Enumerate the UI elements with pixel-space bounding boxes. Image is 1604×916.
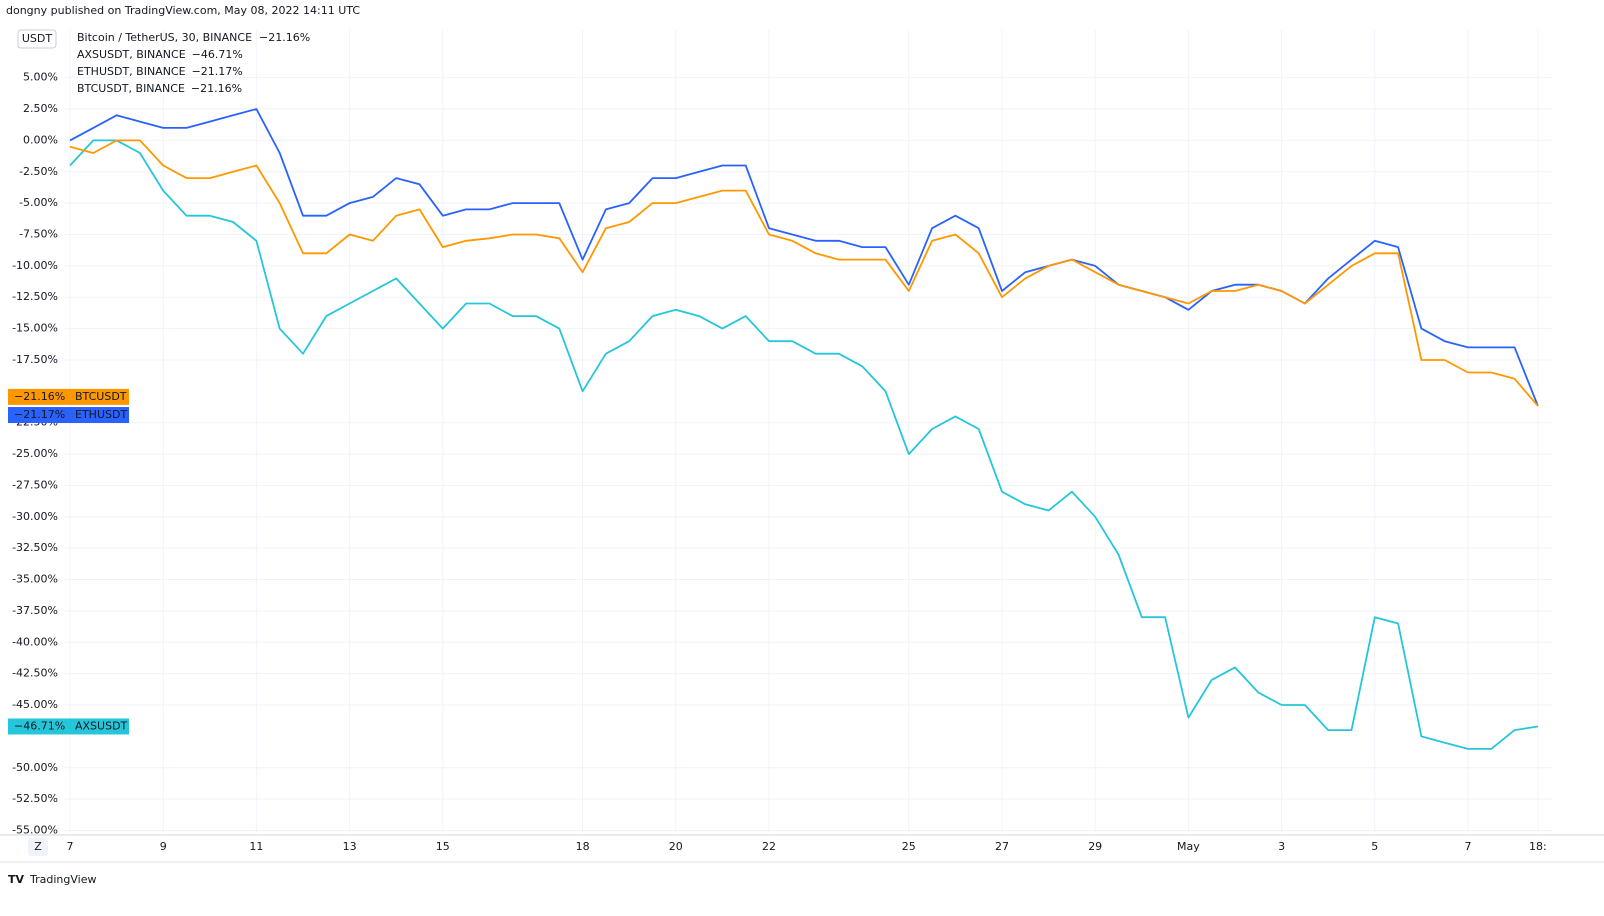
y-tick-label: -42.50% — [12, 667, 58, 680]
y-tick-label: 0.00% — [23, 133, 58, 146]
legend-value: −46.71% — [192, 48, 243, 61]
badges: −46.71% AXSUSDT −21.17% ETHUSDT −21.16% BTCUS… — [8, 388, 129, 735]
grid: 5.00% 2.50% 0.00% -2.50% -5.00% -7.50% -10.00%… — [12, 30, 1553, 853]
y-tick-label: -37.50% — [12, 604, 58, 617]
legend: Bitcoin / TetherUS, 30, BINANCE −21.16% AX… — [77, 31, 310, 95]
zoom-label[interactable]: Z — [34, 840, 42, 853]
currency-box[interactable] — [17, 29, 57, 49]
y-tick-label: -17.50% — [12, 353, 58, 366]
x-tick-label: 3 — [1278, 840, 1285, 853]
y-tick-label: 2.50% — [23, 102, 58, 115]
x-tick-label: 7 — [1465, 840, 1472, 853]
brand-logo: TV — [8, 873, 25, 886]
lines — [69, 108, 1539, 750]
legend-symbol: Bitcoin / TetherUS, 30, BINANCE — [77, 31, 252, 44]
y-tick-label: -27.50% — [12, 478, 58, 491]
x-tick-label: 29 — [1088, 840, 1102, 853]
brand: TradingView — [29, 873, 96, 886]
y-tick-label: -12.50% — [12, 290, 58, 303]
y-tick-label: -2.50% — [19, 165, 58, 178]
y-tick-label: -35.00% — [12, 573, 58, 586]
y-tick-label: -40.00% — [12, 635, 58, 648]
value-badge-value: −21.17% — [14, 408, 65, 421]
legend-symbol-value: −21.16% — [259, 31, 310, 44]
x-tick-label: 13 — [343, 840, 357, 853]
legend-entry: AXSUSDT, BINANCE — [77, 48, 186, 61]
x-tick-label: 5 — [1371, 840, 1378, 853]
y-tick-label: -55.00% — [12, 823, 58, 836]
y-tick-label: -52.50% — [12, 792, 58, 805]
value-badge — [8, 407, 129, 424]
y-tick-label: -32.50% — [12, 541, 58, 554]
zoom-button[interactable] — [28, 838, 48, 856]
x-tick-label: 27 — [995, 840, 1009, 853]
y-tick-label: -7.50% — [19, 228, 58, 241]
y-tick-label: 5.00% — [23, 71, 58, 84]
series-line — [69, 139, 1539, 750]
legend-value: −21.16% — [191, 82, 242, 95]
legend-value: −21.17% — [192, 65, 243, 78]
legend-entry: ETHUSDT, BINANCE — [77, 65, 186, 78]
value-badge — [8, 388, 129, 405]
legend-entry: BTCUSDT, BINANCE — [77, 82, 185, 95]
x-tick-label: 18 — [576, 840, 590, 853]
x-tick-label: 18: — [1529, 840, 1547, 853]
value-badge-name: BTCUSDT — [75, 390, 127, 403]
x-tick-label: 20 — [669, 840, 683, 853]
value-badge — [8, 718, 129, 735]
value-badge-value: −21.16% — [14, 390, 65, 403]
value-badge-name: AXSUSDT — [75, 719, 128, 732]
y-tick-label: -15.00% — [12, 322, 58, 335]
x-tick-label: 11 — [249, 840, 263, 853]
y-tick-label: -50.00% — [12, 761, 58, 774]
y-tick-label: -25.00% — [12, 447, 58, 460]
x-tick-label: 25 — [902, 840, 916, 853]
value-badge-name: ETHUSDT — [75, 408, 127, 421]
series-line — [69, 139, 1539, 407]
y-tick-label: -45.00% — [12, 698, 58, 711]
x-tick-label: 7 — [67, 840, 74, 853]
x-tick-label: 9 — [160, 840, 167, 853]
byline: dongny published on TradingView.com, May… — [6, 4, 360, 17]
x-tick-label: May — [1177, 840, 1200, 853]
x-tick-label: 22 — [762, 840, 776, 853]
y-tick-label: -5.00% — [19, 196, 58, 209]
y-tick-label: -10.00% — [12, 259, 58, 272]
value-badge-value: −46.71% — [14, 719, 65, 732]
x-tick-label: 15 — [436, 840, 450, 853]
y-tick-label: -30.00% — [12, 510, 58, 523]
currency[interactable]: USDT — [22, 32, 53, 45]
